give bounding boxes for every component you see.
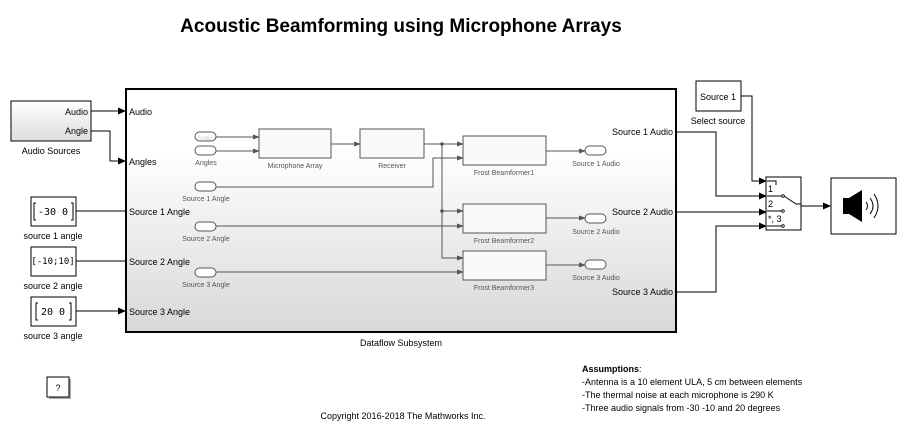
assumptions-note: Assumptions: -Antenna is a 10 element UL… xyxy=(582,364,803,413)
svg-text:Microphone Array: Microphone Array xyxy=(268,163,323,170)
subsystem-caption: Dataflow Subsystem xyxy=(360,338,442,348)
svg-text:Frost Beamformer2: Frost Beamformer2 xyxy=(474,238,534,245)
svg-text:Source 3 Audio: Source 3 Audio xyxy=(612,287,673,297)
dataflow-subsystem[interactable]: Audio Angles Source 1 Angle Source 2 Ang… xyxy=(125,88,677,333)
constant-source-3-angle[interactable]: 20 0 xyxy=(30,296,77,327)
microphone-array-block xyxy=(258,128,332,159)
svg-text:20 0: 20 0 xyxy=(41,307,65,318)
frost-beamformer2-block xyxy=(462,203,547,234)
audio-sources-caption: Audio Sources xyxy=(22,146,81,156)
svg-text:Source 2 Angle: Source 2 Angle xyxy=(129,257,190,267)
svg-text:Frost Beamformer3: Frost Beamformer3 xyxy=(474,285,534,292)
from-tag-source-2-angle xyxy=(194,221,217,232)
svg-text:Frost Beamformer1: Frost Beamformer1 xyxy=(474,170,534,177)
svg-text:Source 1: Source 1 xyxy=(700,92,736,102)
multiport-switch[interactable]: 1 2 *, 3 xyxy=(765,176,802,231)
svg-text:*, 3: *, 3 xyxy=(768,214,782,224)
svg-text:Audio: Audio xyxy=(197,136,213,142)
svg-text:Source 3 Angle: Source 3 Angle xyxy=(129,307,190,317)
svg-text:Source 2 Angle: Source 2 Angle xyxy=(182,236,230,243)
svg-text:Audio: Audio xyxy=(129,107,152,117)
svg-text:?: ? xyxy=(55,383,60,393)
speaker-icon xyxy=(843,190,879,222)
svg-text:Angle: Angle xyxy=(65,126,88,136)
svg-text:-30 0: -30 0 xyxy=(38,207,68,218)
svg-text:Source 1 Angle: Source 1 Angle xyxy=(182,196,230,203)
constant-caption: source 3 angle xyxy=(23,331,82,341)
svg-text:Angles: Angles xyxy=(195,160,217,167)
goto-tag-source-2-audio xyxy=(584,213,607,224)
page-title: Acoustic Beamforming using Microphone Ar… xyxy=(180,16,622,37)
svg-text:Source 1 Audio: Source 1 Audio xyxy=(572,161,620,168)
svg-text:Receiver: Receiver xyxy=(378,163,406,170)
frost-beamformer3-block xyxy=(462,250,547,281)
svg-text:-Three audio signals from -30: -Three audio signals from -30 -10 and 20… xyxy=(582,403,781,413)
goto-tag-source-3-audio xyxy=(584,259,607,270)
svg-text:-The thermal noise at each mic: -The thermal noise at each microphone is… xyxy=(582,390,774,400)
svg-text:Source 3 Audio: Source 3 Audio xyxy=(572,275,620,282)
copyright: Copyright 2016-2018 The Mathworks Inc. xyxy=(321,411,486,421)
constant-caption: source 1 angle xyxy=(23,231,82,241)
select-source-block[interactable]: Source 1 xyxy=(695,80,742,112)
audio-sources-block[interactable]: Audio Angle xyxy=(10,100,92,142)
help-button[interactable]: ? xyxy=(46,376,71,399)
line xyxy=(676,131,767,200)
svg-text:Source 3 Angle: Source 3 Angle xyxy=(182,282,230,289)
from-tag-source-1-angle xyxy=(194,181,217,192)
svg-text:-Antenna is a 10 element ULA,: -Antenna is a 10 element ULA, 5 cm betwe… xyxy=(582,377,803,387)
svg-text:Source 1 Angle: Source 1 Angle xyxy=(129,207,190,217)
svg-text:Source 2 Audio: Source 2 Audio xyxy=(612,207,673,217)
svg-text:Angles: Angles xyxy=(129,157,157,167)
from-tag-source-3-angle xyxy=(194,267,217,278)
svg-text:Source 2 Audio: Source 2 Audio xyxy=(572,229,620,236)
line xyxy=(741,95,767,185)
receiver-block xyxy=(359,128,425,159)
select-source-caption: Select source xyxy=(691,116,746,126)
line xyxy=(76,210,125,311)
svg-text:Source 1 Audio: Source 1 Audio xyxy=(612,127,673,137)
svg-text:Assumptions:: Assumptions: xyxy=(582,364,642,374)
constant-source-2-angle[interactable]: [-10;10] xyxy=(30,246,77,277)
audio-device-writer-block[interactable] xyxy=(830,177,897,235)
from-tag-angles xyxy=(194,145,217,156)
constant-source-1-angle[interactable]: -30 0 xyxy=(30,196,77,227)
line xyxy=(91,130,126,165)
constant-caption: source 2 angle xyxy=(23,281,82,291)
frost-beamformer1-block xyxy=(462,135,547,166)
svg-text:[-10;10]: [-10;10] xyxy=(31,257,74,267)
svg-text:1: 1 xyxy=(768,184,773,194)
svg-text:Audio: Audio xyxy=(65,107,88,117)
svg-text:2: 2 xyxy=(768,199,773,209)
goto-tag-source-1-audio xyxy=(584,145,607,156)
line xyxy=(676,222,767,293)
